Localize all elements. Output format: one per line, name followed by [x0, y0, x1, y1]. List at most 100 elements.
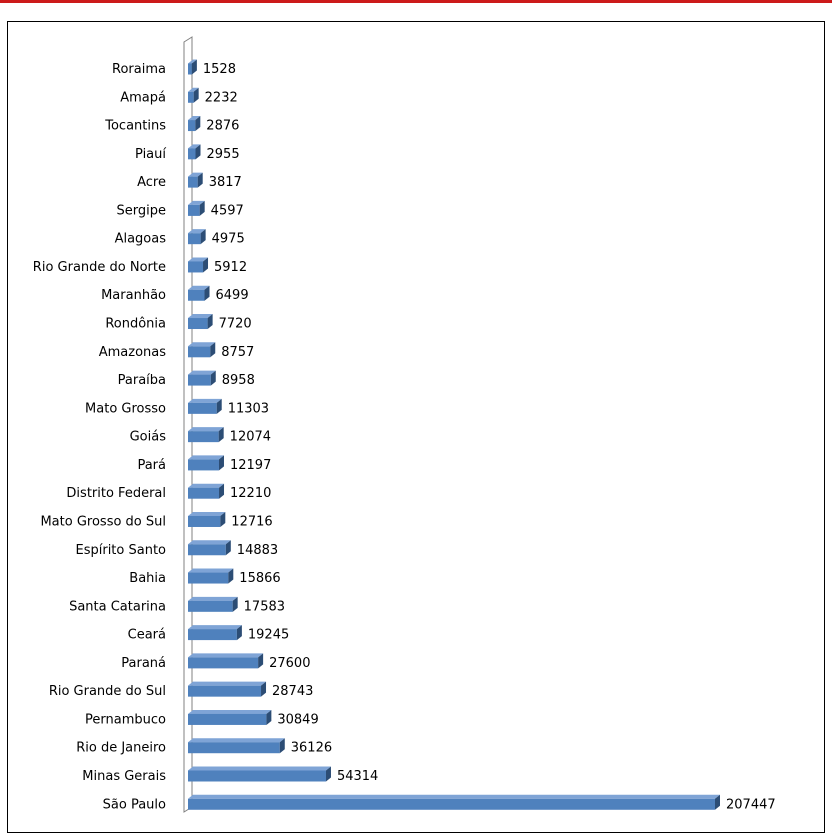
category-label: Paraná	[121, 656, 166, 671]
value-label: 12074	[230, 430, 271, 445]
bar	[188, 766, 331, 782]
top-rule	[0, 0, 832, 3]
bar-top-face	[188, 87, 199, 92]
category-label: Rio Grande do Norte	[33, 260, 166, 275]
value-label: 207447	[726, 797, 776, 812]
bar-front-face	[188, 374, 211, 386]
bar-front-face	[188, 459, 219, 471]
bar-front-face	[188, 148, 196, 160]
value-label: 8958	[222, 373, 255, 388]
bar	[188, 625, 242, 641]
category-label: Pará	[137, 458, 166, 473]
category-label: Rio de Janeiro	[76, 741, 166, 756]
bar-end-face	[232, 596, 238, 612]
bar-top-face	[188, 285, 210, 290]
bar	[188, 540, 231, 556]
value-label: 12197	[230, 458, 271, 473]
bar-end-face	[218, 455, 224, 471]
bar-end-face	[220, 511, 226, 527]
bar	[188, 794, 720, 810]
value-label: 4975	[212, 232, 245, 247]
value-label: 36126	[291, 741, 332, 756]
value-label: 7720	[219, 317, 252, 332]
category-label: São Paulo	[103, 797, 166, 812]
value-label: 8757	[221, 345, 254, 360]
bar-front-face	[188, 289, 205, 301]
bar	[188, 455, 224, 471]
bar	[188, 314, 213, 330]
bar-top-face	[188, 59, 197, 64]
bar	[188, 116, 201, 132]
category-label: Distrito Federal	[66, 486, 166, 501]
bar-front-face	[188, 770, 326, 782]
bar-top-face	[188, 370, 216, 375]
bar	[188, 257, 209, 273]
bar-top-face	[188, 738, 285, 743]
bar-end-face	[236, 625, 242, 641]
value-label: 12210	[230, 486, 271, 501]
bar-top-face	[188, 455, 224, 460]
bar-end-face	[203, 257, 209, 273]
bar	[188, 568, 234, 584]
category-label: Amazonas	[99, 345, 167, 360]
bar	[188, 172, 203, 188]
bar-top-face	[188, 568, 234, 573]
value-label: 2876	[206, 119, 239, 134]
bar-front-face	[188, 346, 211, 358]
bar-end-face	[207, 314, 213, 330]
bar-front-face	[188, 233, 201, 245]
value-label: 1528	[203, 62, 236, 77]
bar-end-face	[216, 398, 222, 414]
bar-end-face	[199, 200, 205, 216]
bar-top-face	[188, 766, 331, 771]
category-label: Espírito Santo	[76, 543, 167, 558]
bar-front-face	[188, 572, 229, 584]
bar-front-face	[188, 261, 204, 273]
value-label: 11303	[228, 401, 269, 416]
value-label: 5912	[214, 260, 247, 275]
bar-top-face	[188, 398, 222, 403]
bar-end-face	[195, 116, 201, 132]
category-label: Bahia	[129, 571, 166, 586]
bar	[188, 229, 206, 245]
bar-end-face	[261, 681, 267, 697]
value-label: 28743	[272, 684, 313, 699]
bar-front-face	[188, 120, 196, 132]
category-label: Acre	[137, 175, 166, 190]
bar-top-face	[188, 342, 216, 347]
category-label: Amapá	[120, 90, 166, 105]
bar-top-face	[188, 625, 242, 630]
value-label: 2232	[205, 90, 238, 105]
value-label: 27600	[269, 656, 310, 671]
bar-top-face	[188, 653, 264, 658]
bar-front-face	[188, 176, 198, 188]
bar-top-face	[188, 511, 226, 516]
category-label: Goiás	[130, 430, 167, 445]
bar-end-face	[715, 794, 720, 810]
bar-front-face	[188, 685, 262, 697]
category-label: Alagoas	[115, 232, 167, 247]
bar-front-face	[188, 544, 226, 556]
bar	[188, 511, 226, 527]
bar-top-face	[188, 596, 238, 601]
bar-front-face	[188, 431, 219, 443]
bar-top-face	[188, 709, 272, 714]
bar-end-face	[197, 172, 203, 188]
bar-top-face	[188, 681, 267, 686]
bar-end-face	[210, 370, 216, 386]
bar	[188, 709, 272, 725]
bar-end-face	[204, 285, 210, 301]
bar	[188, 144, 201, 160]
bar	[188, 738, 285, 754]
value-label: 30849	[277, 712, 318, 727]
bar	[188, 59, 197, 75]
bar	[188, 427, 224, 443]
bar-end-face	[195, 144, 201, 160]
value-label: 3817	[209, 175, 242, 190]
bar-front-face	[188, 91, 194, 103]
value-label: 19245	[248, 628, 289, 643]
bar-front-face	[188, 798, 715, 810]
value-label: 15866	[239, 571, 280, 586]
